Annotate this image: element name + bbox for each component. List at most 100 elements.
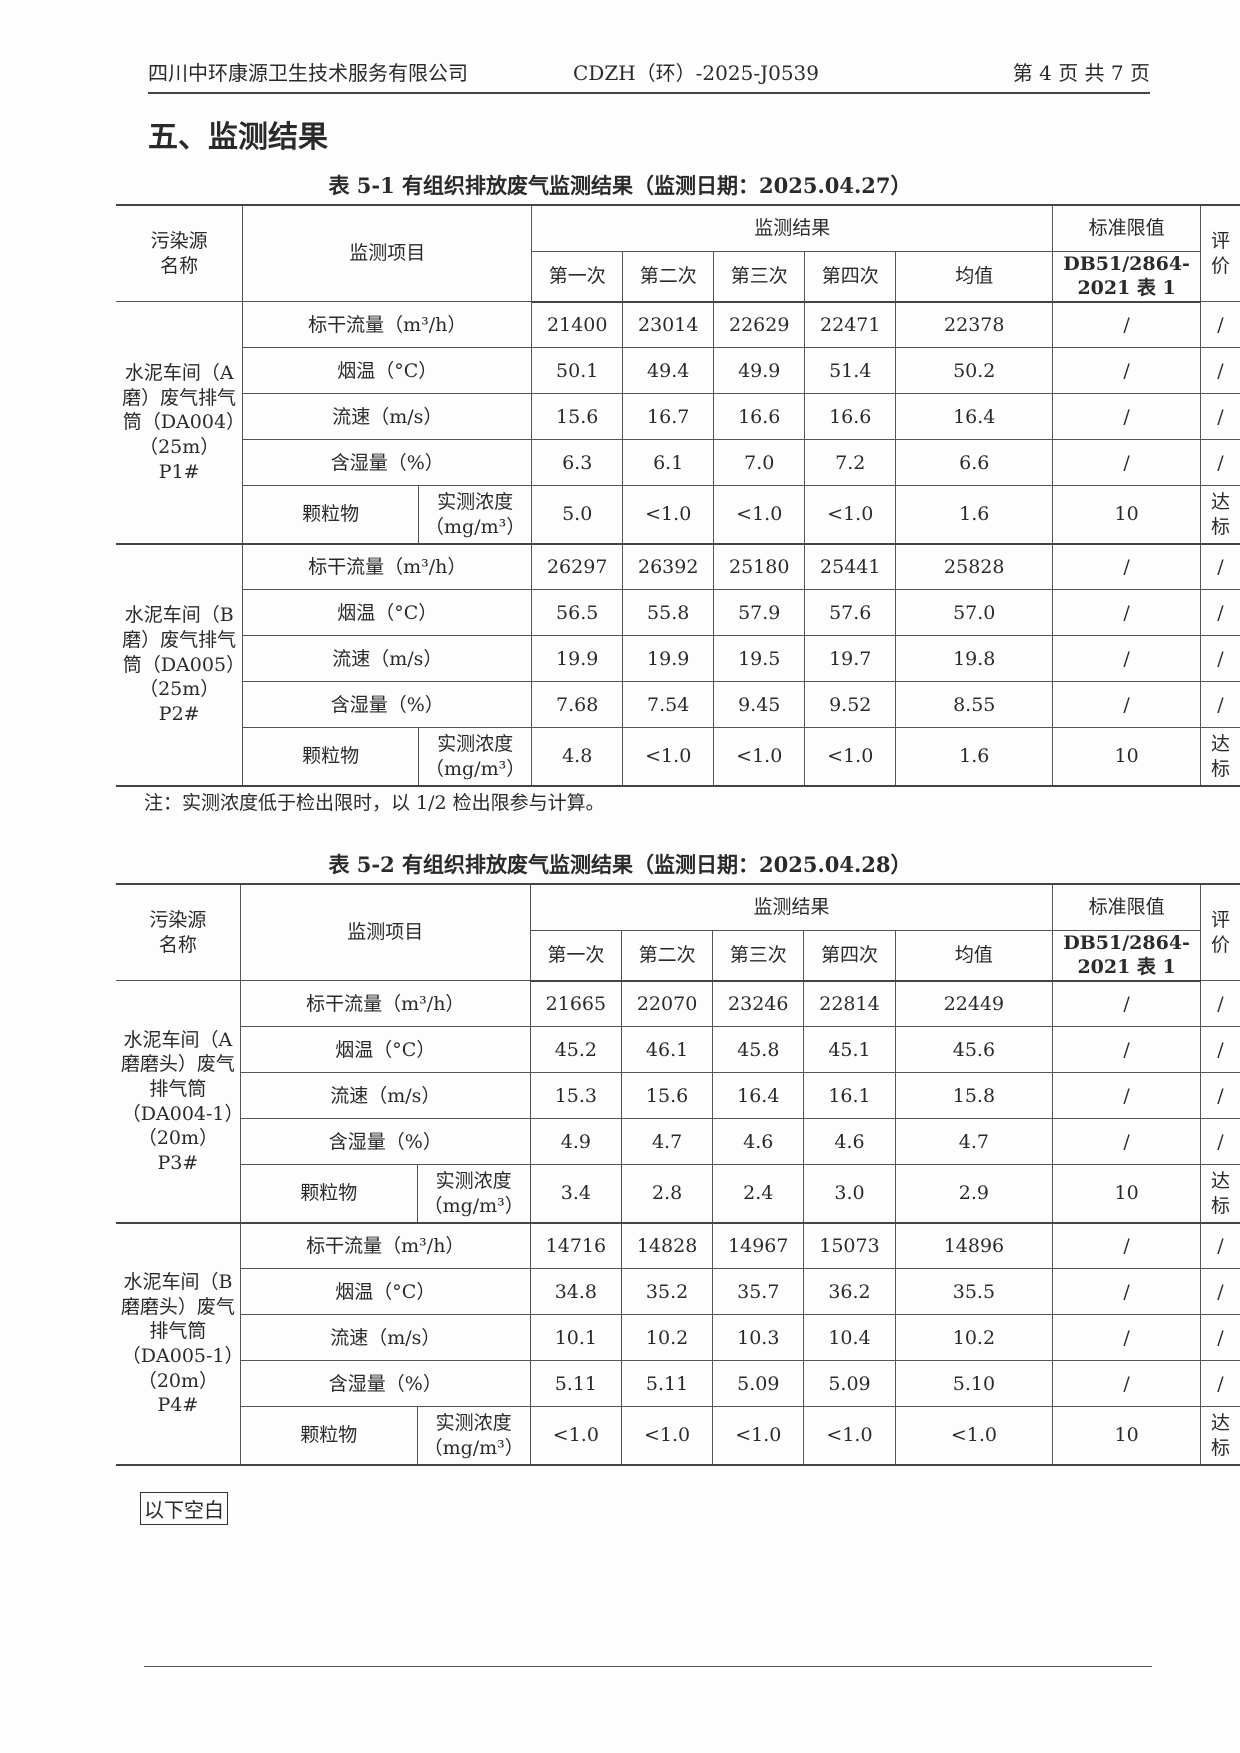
item-name: 烟温（°C）: [239, 1268, 531, 1316]
eval-cell: /: [1199, 1360, 1240, 1408]
col-eval-header: 评价: [1199, 883, 1240, 982]
value-cell: <1.0: [622, 727, 715, 787]
results-table-5-1: 污染源名称 监测项目 监测结果 标准限值 评价 第一次 第二次 第三次 第四次 均值 DB51/28…: [116, 204, 1240, 787]
table-row: 烟温（°C） 45.2 46.1 45.8 45.1 45.6//: [116, 1026, 1240, 1074]
eval-cell: /: [1199, 1222, 1240, 1270]
value-cell: 8.55: [895, 681, 1054, 729]
source-name: 水泥车间（A磨磨头）废气排气筒（DA004-1）（20m）P3#: [116, 980, 241, 1224]
value-cell: 6.1: [622, 439, 715, 487]
value-cell: 3.0: [803, 1164, 896, 1224]
eval-cell: 达标: [1199, 1164, 1240, 1224]
col-run-header: 第三次: [712, 929, 805, 982]
col-run-header: 第四次: [803, 929, 896, 982]
value-cell: 21665: [529, 980, 622, 1028]
value-cell: 15.3: [529, 1072, 622, 1120]
col-standard-header: 标准限值: [1052, 883, 1201, 931]
value-cell: 45.2: [529, 1026, 622, 1074]
limit-cell: /: [1052, 393, 1201, 441]
value-cell: 26297: [531, 543, 624, 591]
value-cell: 5.09: [712, 1360, 805, 1408]
col-run-header: 第一次: [531, 250, 624, 303]
value-cell: 22070: [620, 980, 714, 1028]
value-cell: 7.68: [531, 681, 624, 729]
item-name: 颗粒物: [242, 727, 419, 787]
value-cell: 26392: [622, 543, 715, 591]
value-cell: 46.1: [620, 1026, 714, 1074]
value-cell: 50.2: [895, 347, 1054, 395]
item-name: 流速（m/s）: [242, 393, 533, 441]
item-name: 含湿量（%）: [242, 681, 533, 729]
limit-cell: 10: [1052, 727, 1201, 787]
eval-cell: /: [1199, 589, 1240, 637]
col-run-header: 第二次: [620, 929, 714, 982]
col-source-header: 污染源名称: [116, 204, 244, 303]
value-cell: 49.4: [622, 347, 715, 395]
table-row: 流速（m/s） 10.1 10.2 10.3 10.4 10.2//: [116, 1314, 1240, 1362]
value-cell: 15.6: [531, 393, 624, 441]
value-cell: 10.2: [620, 1314, 714, 1362]
value-cell: <1.0: [529, 1406, 622, 1466]
value-cell: 57.9: [713, 589, 806, 637]
table-row: 水泥车间（B磨磨头）废气排气筒（DA005-1）（20m）P4# 标干流量（m³/…: [116, 1222, 1240, 1466]
value-cell: 45.1: [803, 1026, 896, 1074]
eval-cell: /: [1199, 1268, 1240, 1316]
table-row: 颗粒物 实测浓度（mg/m³） 3.4 2.8 2.4 3.0 2.9 10 达标: [116, 1164, 1240, 1224]
value-cell: 10.4: [803, 1314, 896, 1362]
header-row: 第一次 第二次 第三次 第四次 均值 DB51/2864-2021 表 1: [116, 250, 1240, 303]
value-cell: <1.0: [712, 1406, 805, 1466]
value-cell: 6.3: [531, 439, 624, 487]
value-cell: 51.4: [804, 347, 897, 395]
value-cell: 16.4: [895, 393, 1054, 441]
value-cell: 4.7: [620, 1118, 714, 1166]
value-cell: 22471: [804, 301, 897, 349]
table-row: 颗粒物 实测浓度（mg/m³） 5.0 <1.0 <1.0 <1.0 1.6 10 达标: [116, 485, 1240, 545]
results-table-5-2: 污染源名称 监测项目 监测结果 标准限值 评价 第一次 第二次 第三次 第四次 均值 DB51/28…: [116, 883, 1240, 1466]
value-cell: 3.4: [529, 1164, 622, 1224]
limit-cell: /: [1052, 1118, 1201, 1166]
value-cell: 14896: [894, 1222, 1054, 1270]
value-cell: <1.0: [713, 727, 806, 787]
eval-cell: /: [1199, 1072, 1240, 1120]
value-cell: 34.8: [529, 1268, 622, 1316]
limit-cell: /: [1052, 1222, 1201, 1270]
value-cell: 14828: [620, 1222, 714, 1270]
value-cell: 2.9: [894, 1164, 1054, 1224]
source-name: 水泥车间（B磨）废气排气筒（DA005）（25m）P2#: [116, 543, 244, 787]
value-cell: 35.2: [620, 1268, 714, 1316]
header-row: 污染源名称 监测项目 监测结果 标准限值 评价: [116, 204, 1240, 303]
limit-cell: /: [1052, 347, 1201, 395]
col-run-header: 均值: [895, 250, 1054, 303]
value-cell: 56.5: [531, 589, 624, 637]
col-standard-ref: DB51/2864-2021 表 1: [1052, 250, 1201, 303]
table-row: 烟温（°C） 50.1 49.4 49.9 51.4 50.2//: [116, 347, 1240, 395]
value-cell: 16.1: [803, 1072, 896, 1120]
value-cell: 57.0: [895, 589, 1054, 637]
value-cell: 19.7: [804, 635, 897, 683]
value-cell: 21400: [531, 301, 624, 349]
value-cell: 25441: [804, 543, 897, 591]
header-row: 污染源名称 监测项目 监测结果 标准限值 评价: [116, 883, 1240, 982]
value-cell: 10.3: [712, 1314, 805, 1362]
limit-cell: /: [1052, 1360, 1201, 1408]
value-cell: 15073: [803, 1222, 896, 1270]
col-run-header: 第二次: [622, 250, 715, 303]
value-cell: 45.6: [894, 1026, 1054, 1074]
report-number: CDZH（环）-2025-J0539: [573, 61, 820, 85]
value-cell: 22378: [895, 301, 1054, 349]
item-name: 含湿量（%）: [239, 1360, 531, 1408]
section-title: 五、监测结果: [148, 120, 328, 155]
value-cell: 14967: [712, 1222, 805, 1270]
item-subname: 实测浓度（mg/m³）: [416, 1164, 531, 1224]
eval-cell: /: [1199, 439, 1240, 487]
value-cell: 57.6: [804, 589, 897, 637]
value-cell: 22814: [803, 980, 896, 1028]
value-cell: 16.7: [622, 393, 715, 441]
eval-cell: /: [1199, 301, 1240, 349]
value-cell: 1.6: [895, 485, 1054, 545]
end-mark: 以下空白: [140, 1492, 228, 1525]
item-name: 颗粒物: [239, 1406, 418, 1466]
value-cell: 4.8: [531, 727, 624, 787]
limit-cell: /: [1052, 1072, 1201, 1120]
value-cell: 55.8: [622, 589, 715, 637]
value-cell: 2.4: [712, 1164, 805, 1224]
